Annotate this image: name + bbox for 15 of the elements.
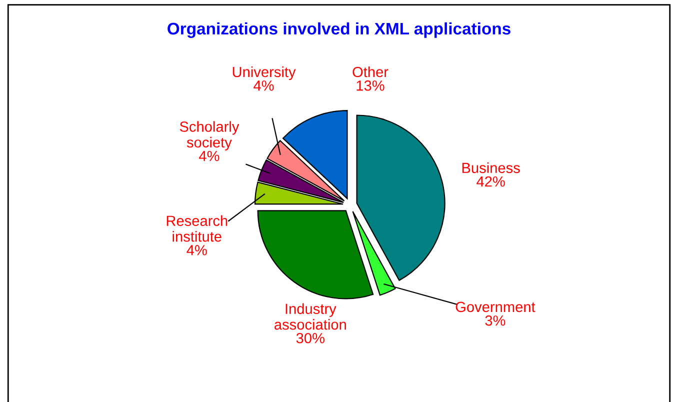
data-label: 13% bbox=[356, 80, 384, 91]
slice-label: University bbox=[232, 66, 296, 80]
slice-label: Research institute bbox=[166, 215, 228, 242]
data-label: 4% bbox=[198, 150, 220, 162]
data-label: 4% bbox=[186, 245, 207, 256]
data-label: 3% bbox=[485, 315, 506, 326]
slice-label: Other bbox=[352, 66, 388, 78]
data-label: 30% bbox=[296, 332, 324, 344]
chart-title: Organizations involved in XML applications bbox=[168, 22, 510, 38]
slice-label: Government bbox=[456, 302, 536, 312]
slice-label: Industry association bbox=[274, 303, 346, 330]
slice-label: Scholarly society bbox=[180, 121, 240, 150]
data-label: 4% bbox=[254, 80, 274, 91]
slice-label: Business bbox=[462, 162, 520, 174]
data-label: 42% bbox=[476, 176, 505, 187]
